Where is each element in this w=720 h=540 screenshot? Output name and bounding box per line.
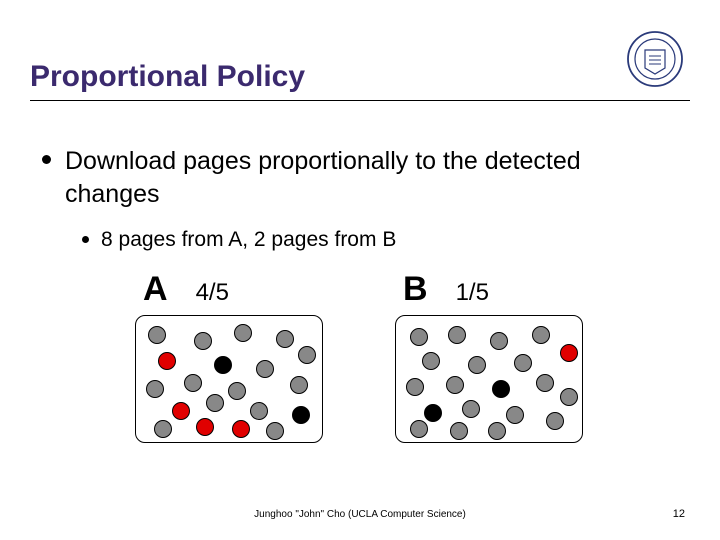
ball-icon	[196, 418, 214, 436]
ball-icon	[158, 352, 176, 370]
ball-icon	[298, 346, 316, 364]
bullet-l1-text: Download pages proportionally to the det…	[65, 145, 660, 210]
bullet-l2-text: 8 pages from A, 2 pages from B	[101, 228, 396, 252]
ball-icon	[250, 402, 268, 420]
diagram-B-header: B 1/5	[395, 270, 595, 309]
diagram-A-fraction: 4/5	[196, 279, 229, 307]
footer-text: Junghoo "John" Cho (UCLA Computer Scienc…	[0, 509, 720, 520]
bullet-level-1: Download pages proportionally to the det…	[42, 145, 660, 210]
ball-icon	[234, 324, 252, 342]
ball-icon	[450, 422, 468, 440]
ball-icon	[406, 378, 424, 396]
ball-icon	[410, 420, 428, 438]
ball-icon	[154, 420, 172, 438]
page-title: Proportional Policy	[30, 60, 690, 94]
ball-icon	[228, 382, 246, 400]
ball-icon	[266, 422, 284, 440]
diagram-A-label: A	[143, 270, 168, 309]
ball-icon	[148, 326, 166, 344]
ball-icon	[468, 356, 486, 374]
ball-icon	[206, 394, 224, 412]
diagram-A: A 4/5	[135, 270, 335, 443]
ball-icon	[214, 356, 232, 374]
ball-icon	[172, 402, 190, 420]
ball-icon	[276, 330, 294, 348]
diagram-A-box	[135, 315, 323, 443]
ball-icon	[488, 422, 506, 440]
ball-icon	[424, 404, 442, 422]
ball-icon	[546, 412, 564, 430]
diagram-A-header: A 4/5	[135, 270, 335, 309]
diagram-B-fraction: 1/5	[456, 279, 489, 307]
ball-icon	[232, 420, 250, 438]
bullet-dot-small-icon	[82, 236, 89, 243]
diagram-row: A 4/5 B 1/5	[135, 270, 605, 443]
ball-icon	[146, 380, 164, 398]
ball-icon	[448, 326, 466, 344]
ball-icon	[184, 374, 202, 392]
ball-icon	[560, 388, 578, 406]
title-area: Proportional Policy	[30, 60, 690, 101]
diagram-B-label: B	[403, 270, 428, 309]
ball-icon	[536, 374, 554, 392]
diagram-B-box	[395, 315, 583, 443]
bullet-dot-icon	[42, 155, 51, 164]
ball-icon	[292, 406, 310, 424]
ball-icon	[290, 376, 308, 394]
ball-icon	[446, 376, 464, 394]
ball-icon	[422, 352, 440, 370]
ball-icon	[492, 380, 510, 398]
bullet-level-2: 8 pages from A, 2 pages from B	[82, 228, 660, 252]
ball-icon	[256, 360, 274, 378]
ball-icon	[514, 354, 532, 372]
ball-icon	[532, 326, 550, 344]
ball-icon	[490, 332, 508, 350]
ball-icon	[194, 332, 212, 350]
ball-icon	[506, 406, 524, 424]
ball-icon	[410, 328, 428, 346]
ball-icon	[462, 400, 480, 418]
page-number: 12	[673, 508, 685, 520]
diagram-B: B 1/5	[395, 270, 595, 443]
ball-icon	[560, 344, 578, 362]
